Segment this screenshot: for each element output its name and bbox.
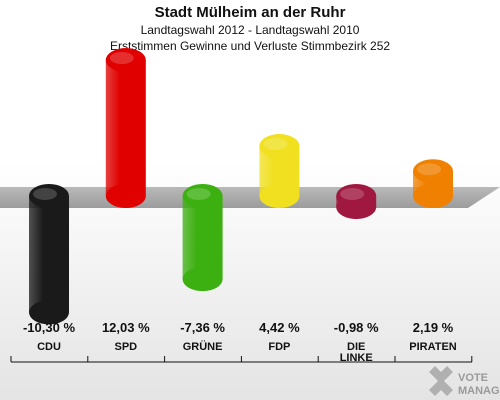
value-label: -0,98 %: [334, 320, 379, 335]
logo-text-vote: VOTE: [458, 372, 488, 384]
bars-group: [29, 48, 453, 325]
logo-text-manager: MANAGER: [458, 385, 500, 397]
category-label: GRÜNE: [183, 340, 223, 353]
bar-cdu: [29, 184, 69, 325]
bar-spd: [105, 48, 146, 208]
logo-x-icon: [429, 366, 453, 396]
vote-manager-logo: VOTE MANAGER: [429, 366, 500, 397]
chart-subtitle-2: Erststimmen Gewinne und Verluste Stimmbe…: [109, 39, 391, 53]
chart-subtitle: Landtagswahl 2012 - Landtagswahl 2010: [140, 23, 360, 37]
bar-piraten: [413, 159, 453, 208]
bar-fdp: [259, 134, 300, 208]
value-label: 2,19 %: [413, 320, 454, 335]
category-label: FDP: [268, 341, 290, 353]
category-label: DIE: [347, 341, 365, 353]
bar-die-linke: [336, 184, 377, 220]
chart-title: Stadt Mülheim an der Ruhr: [154, 4, 346, 21]
category-label: SPD: [114, 341, 137, 353]
value-label: 12,03 %: [102, 320, 150, 335]
value-label: -10,30 %: [23, 320, 75, 335]
bar-grüne: [182, 184, 223, 292]
value-label: 4,42 %: [259, 320, 300, 335]
value-labels-group: -10,30 % 12,03 % -7,36 % 4,42 % -0,98 % 2,19 …: [23, 320, 454, 335]
category-label: LINKE: [340, 352, 373, 364]
value-label: -7,36 %: [180, 320, 225, 335]
category-label: CDU: [37, 341, 61, 353]
category-label: PIRATEN: [409, 341, 457, 353]
